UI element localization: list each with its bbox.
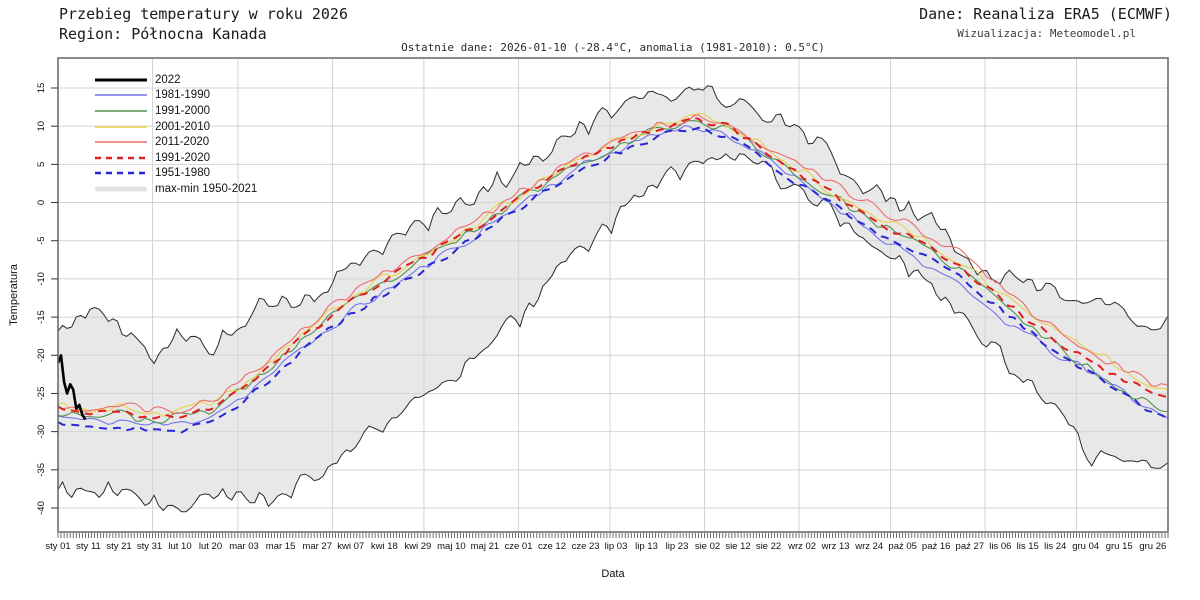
x-tick-label: sie 22 (756, 541, 781, 552)
legend-item-label: 1951-1980 (155, 167, 210, 180)
y-tick-label: -10 (36, 272, 47, 286)
legend-swatch-band (95, 186, 147, 192)
y-tick-label: -5 (36, 236, 47, 244)
x-tick-label: paź 05 (888, 541, 917, 552)
legend-swatch-line (95, 78, 147, 82)
series-line-2001-2010 (57, 112, 1169, 417)
legend-item: 2022 (93, 72, 257, 88)
x-tick-label: lis 24 (1044, 541, 1066, 552)
y-tick-label: -40 (36, 501, 47, 515)
legend-swatch-line (95, 110, 147, 112)
x-tick-label: gru 15 (1106, 541, 1133, 552)
x-tick-label: sie 12 (725, 541, 750, 552)
x-axis-minor-ticks (57, 533, 1169, 538)
x-tick-label: sty 01 (45, 541, 70, 552)
x-tick-label: lis 06 (989, 541, 1011, 552)
x-tick-label: mar 27 (302, 541, 332, 552)
x-tick-label: lip 13 (635, 541, 658, 552)
x-tick-label: sty 11 (76, 541, 101, 552)
last-data-subtitle: Ostatnie dane: 2026-01-10 (-28.4°C, anom… (401, 41, 825, 54)
x-tick-label: lis 15 (1017, 541, 1039, 552)
x-tick-label: kwi 29 (404, 541, 431, 552)
x-tick-label: sty 21 (106, 541, 131, 552)
x-tick-label: kwi 18 (371, 541, 398, 552)
series-line-1991-2000 (57, 120, 1169, 424)
legend-item: 2011-2020 (93, 134, 257, 150)
x-axis-title: Data (601, 568, 625, 580)
page-title: Przebieg temperatury w roku 2026 (59, 5, 348, 23)
legend-item-label: 1981-1990 (155, 89, 210, 102)
y-tick-label: 5 (36, 162, 47, 167)
legend-item: 2001-2010 (93, 119, 257, 135)
x-tick-label: sty 31 (137, 541, 162, 552)
legend-item-label: 1991-2020 (155, 151, 210, 164)
x-tick-label: cze 23 (572, 541, 600, 552)
legend-item: max-min 1950-2021 (93, 181, 257, 197)
legend: 2022 1981-1990 1991-2000 2001-2010 2011-2020… (93, 72, 257, 197)
plot-frame (57, 57, 1169, 533)
legend-swatch-line (95, 141, 147, 143)
legend-swatch-line (95, 156, 147, 160)
series-line-1951-1980 (57, 126, 1169, 434)
y-tick-label: 10 (36, 121, 47, 132)
x-tick-label: lut 20 (199, 541, 222, 552)
series-line-2022 (56, 353, 87, 421)
x-tick-label: lip 03 (605, 541, 628, 552)
legend-item-label: 2022 (155, 73, 181, 86)
legend-item-label: 2001-2010 (155, 120, 210, 133)
x-tick-label: cze 01 (505, 541, 533, 552)
band-min-line (57, 153, 1169, 513)
y-tick-label: 15 (36, 83, 47, 94)
visualization-credit: Wizualizacja: Meteomodel.pl (957, 27, 1136, 40)
legend-swatch-line (95, 172, 147, 175)
legend-item: 1981-1990 (93, 88, 257, 104)
legend-item: 1991-2020 (93, 150, 257, 166)
x-tick-label: cze 12 (538, 541, 566, 552)
y-tick-label: -15 (36, 310, 47, 324)
series-line-1991-2020 (57, 117, 1169, 420)
y-tick-label: -35 (36, 463, 47, 477)
region-subtitle: Region: Północna Kanada (59, 25, 267, 43)
x-tick-label: maj 21 (471, 541, 500, 552)
legend-item-label: 2011-2020 (155, 136, 210, 149)
x-tick-label: wrz 24 (854, 541, 883, 552)
x-tick-label: kwi 07 (337, 541, 364, 552)
x-tick-label: paź 16 (922, 541, 951, 552)
y-tick-label: -30 (36, 425, 47, 439)
data-source-label: Dane: Reanaliza ERA5 (ECMWF) (919, 5, 1172, 23)
x-tick-label: gru 04 (1072, 541, 1099, 552)
x-tick-label: paź 27 (956, 541, 985, 552)
x-tick-label: mar 03 (229, 541, 259, 552)
x-tick-label: maj 10 (437, 541, 466, 552)
y-tick-label: -20 (36, 348, 47, 362)
x-tick-label: lip 23 (666, 541, 689, 552)
series-line-2011-2020 (57, 114, 1169, 415)
legend-item: 1951-1980 (93, 166, 257, 182)
legend-item-label: max-min 1950-2021 (155, 182, 258, 195)
legend-item-label: 1991-2000 (155, 104, 210, 117)
y-tick-label: -25 (36, 387, 47, 401)
legend-swatch-line (95, 125, 147, 128)
x-tick-label: wrz 02 (787, 541, 816, 552)
x-tick-label: gru 26 (1139, 541, 1166, 552)
series-line-1981-1990 (57, 124, 1169, 426)
x-tick-label: lut 10 (168, 541, 191, 552)
x-tick-label: wrz 13 (821, 541, 850, 552)
y-tick-label: 0 (36, 200, 47, 205)
max-min-band (58, 85, 1168, 512)
x-tick-label: mar 15 (266, 541, 296, 552)
legend-swatch-line (95, 94, 147, 97)
band-max-line (57, 85, 1169, 365)
legend-item: 1991-2000 (93, 103, 257, 119)
x-tick-label: sie 02 (695, 541, 720, 552)
